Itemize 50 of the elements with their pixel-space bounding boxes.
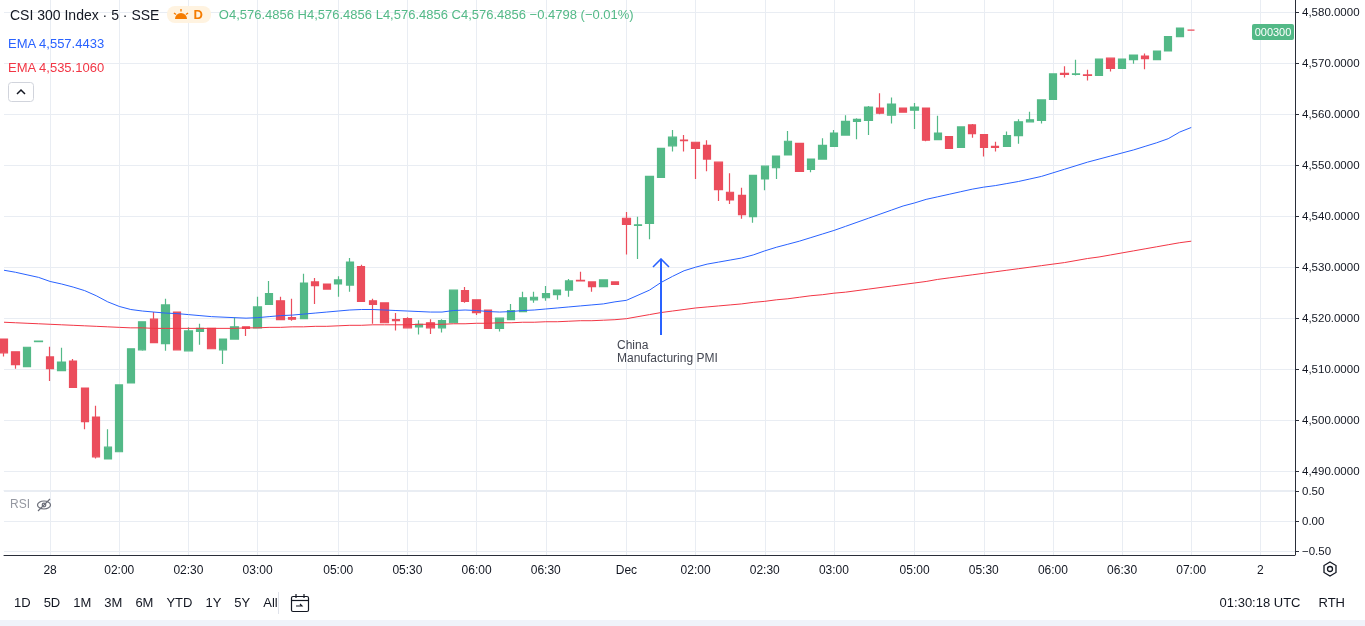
x-tick-label: 07:00 bbox=[1176, 563, 1207, 577]
text: 1M bbox=[73, 595, 92, 610]
text: −0.50 bbox=[1302, 544, 1332, 558]
text: 0.00 bbox=[1302, 514, 1325, 528]
text: EMA 4,557.4433 bbox=[8, 35, 105, 53]
text: RTH bbox=[1318, 595, 1345, 610]
y-tick-label: 4,520.0000 bbox=[1302, 312, 1360, 325]
x-tick-label: 06:30 bbox=[530, 563, 562, 577]
text: YTD bbox=[166, 595, 193, 610]
x-tick-label: Dec bbox=[615, 563, 638, 577]
x-tick-label: 03:00 bbox=[242, 563, 273, 577]
annotation: 000300 bbox=[1252, 24, 1294, 40]
x-tick-label: 06:00 bbox=[1037, 563, 1069, 577]
x-tick-label: 02:00 bbox=[104, 563, 135, 577]
text: 3M bbox=[104, 595, 123, 610]
y-tick-label: 4,570.0000 bbox=[1302, 57, 1360, 70]
text: CSI 300 Index · 5 · SSE bbox=[10, 6, 160, 23]
annotation: O4,576.4856 H4,576.4856 L4,576.4856 C4,576.4856 −0.4798 (−0.01%) bbox=[218, 7, 634, 22]
text: 1D bbox=[14, 595, 31, 610]
x-tick-label: 05:30 bbox=[392, 563, 423, 577]
text: RSI bbox=[10, 497, 31, 511]
text: 6M bbox=[135, 595, 154, 610]
x-tick-label: 02:00 bbox=[680, 563, 711, 577]
text: All bbox=[263, 595, 278, 610]
y-tick-label: 4,530.0000 bbox=[1302, 261, 1360, 274]
x-tick-label: 2 bbox=[1257, 563, 1265, 577]
text: 5D bbox=[43, 595, 61, 610]
x-tick-label: 03:00 bbox=[818, 563, 850, 577]
y-tick-label: 4,490.0000 bbox=[1302, 465, 1360, 478]
y-tick-label: 4,550.0000 bbox=[1302, 159, 1360, 172]
y-tick-label: 4,580.0000 bbox=[1302, 6, 1360, 19]
text: 01:30:18 UTC bbox=[1219, 595, 1301, 610]
y-tick-label: 4,560.0000 bbox=[1302, 108, 1360, 121]
annotation: China Manufacturing PMI bbox=[617, 338, 719, 365]
x-tick-label: 05:30 bbox=[968, 563, 1000, 577]
text: 1Y bbox=[205, 595, 222, 610]
x-tick-label: 05:00 bbox=[323, 563, 354, 577]
annotation: D bbox=[167, 6, 211, 23]
x-tick-label: 02:30 bbox=[749, 563, 781, 577]
text: EMA 4,535.1060 bbox=[8, 59, 105, 77]
x-tick-label: 06:30 bbox=[1107, 563, 1138, 577]
text: 5Y bbox=[234, 595, 251, 610]
x-tick-label: 05:00 bbox=[899, 563, 930, 577]
text: 0.50 bbox=[1302, 484, 1325, 498]
x-tick-label: 06:00 bbox=[461, 563, 492, 577]
y-tick-label: 4,510.0000 bbox=[1302, 363, 1360, 376]
x-tick-label: 28 bbox=[43, 563, 58, 577]
y-tick-label: 4,500.0000 bbox=[1302, 414, 1360, 427]
x-tick-label: 02:30 bbox=[173, 563, 204, 577]
y-tick-label: 4,540.0000 bbox=[1302, 210, 1360, 223]
